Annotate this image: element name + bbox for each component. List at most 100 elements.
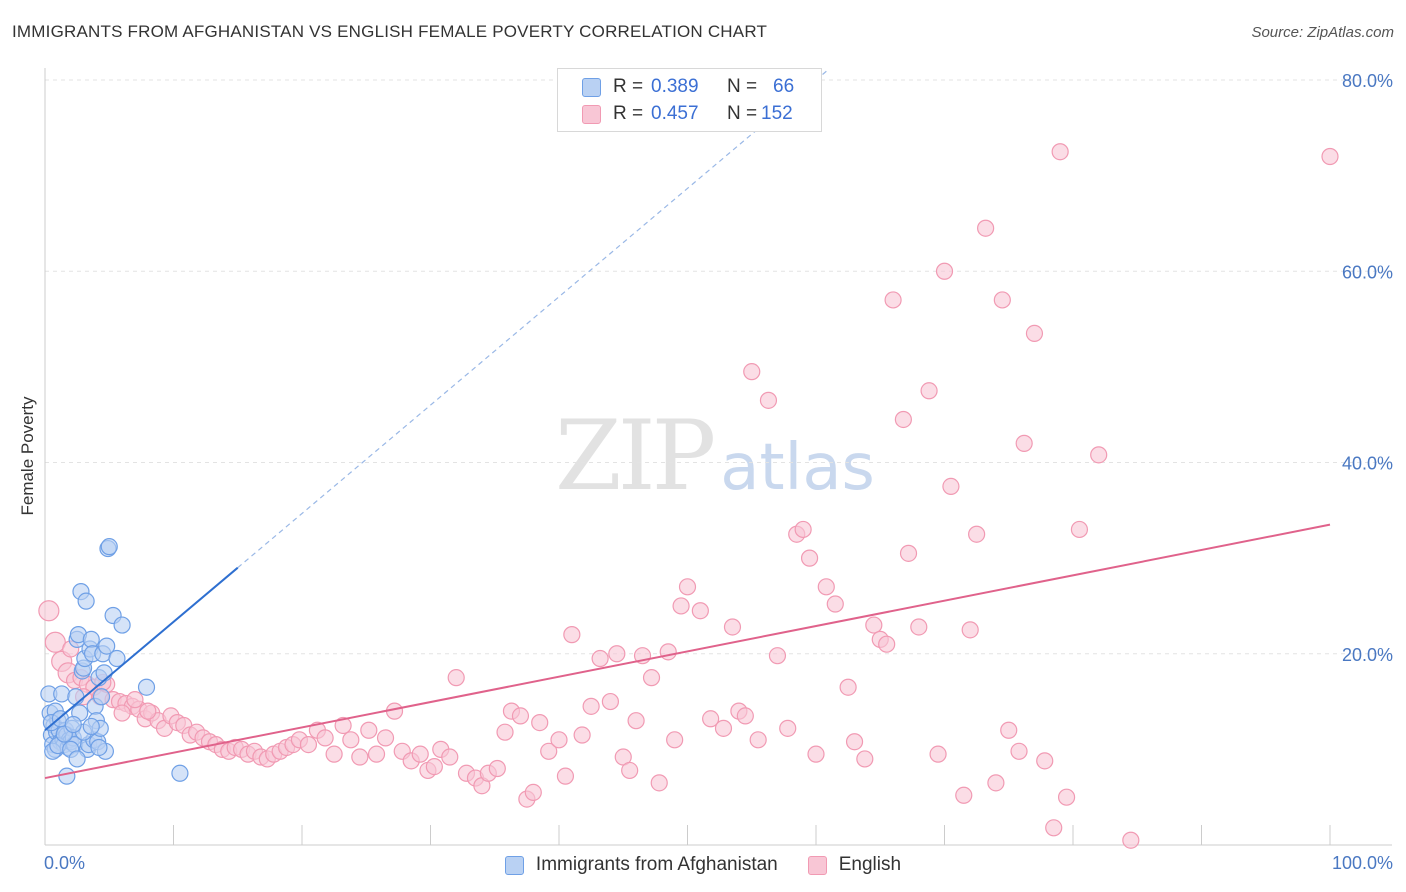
english-point	[942, 477, 960, 496]
afghanistan-point	[68, 750, 86, 768]
english-point	[884, 291, 902, 309]
english-point	[826, 595, 844, 613]
english-point	[496, 723, 514, 741]
afghanistan-point	[58, 767, 76, 785]
y-tick-label: 80.0%	[1342, 71, 1393, 91]
legend-label-afghanistan: Immigrants from Afghanistan	[535, 854, 778, 875]
legend-n-label: N =	[727, 103, 758, 124]
english-point	[779, 719, 797, 737]
english-point	[642, 669, 661, 687]
afghanistan-point	[82, 717, 100, 736]
legend-n-value: 152	[761, 103, 793, 124]
english-point	[743, 363, 761, 381]
legend-n-label: N =	[727, 76, 758, 97]
english-point	[1321, 147, 1339, 166]
english-point	[540, 742, 558, 760]
english-point	[1051, 143, 1069, 161]
english-point	[367, 745, 386, 763]
english-point	[601, 692, 620, 711]
legend-swatch-blue	[582, 77, 601, 97]
english-point	[511, 707, 530, 725]
english-point	[817, 578, 835, 596]
english-point	[650, 774, 668, 792]
english-point	[1036, 752, 1054, 770]
english-point	[38, 600, 60, 622]
english-point	[608, 645, 626, 663]
english-point	[659, 643, 677, 661]
series-legend: Immigrants from Afghanistan English	[0, 852, 1406, 878]
watermark-atlas: atlas	[720, 431, 875, 505]
watermark: ZIP atlas	[555, 400, 875, 512]
english-point	[894, 410, 912, 429]
afghanistan-point	[82, 630, 100, 649]
english-point	[325, 745, 343, 763]
english-point	[723, 618, 742, 636]
afghanistan-point	[64, 715, 82, 734]
afghanistan-point	[100, 538, 118, 556]
chart-title: IMMIGRANTS FROM AFGHANISTAN VS ENGLISH F…	[12, 22, 768, 41]
english-point	[736, 707, 754, 725]
english-point	[441, 748, 459, 766]
afghanistan-point	[108, 649, 126, 668]
english-point	[334, 716, 352, 735]
legend-item-afghanistan[interactable]: Immigrants from Afghanistan	[504, 854, 778, 876]
afghanistan-point	[53, 685, 71, 703]
x-tick-label: 100.0%	[1332, 853, 1393, 873]
english-point	[425, 757, 443, 776]
english-point	[591, 649, 609, 668]
english-point	[447, 669, 465, 687]
english-point	[993, 291, 1011, 309]
english-point	[488, 759, 506, 778]
legend-row-english: R = 0.457 N = 152	[582, 102, 793, 126]
english-point	[691, 602, 709, 620]
english-point	[1010, 742, 1028, 760]
english-point	[678, 578, 697, 596]
english-point	[968, 525, 986, 543]
english-point	[878, 635, 896, 653]
english-point	[531, 713, 549, 732]
afghanistan-point	[98, 637, 116, 655]
english-point	[1057, 788, 1076, 806]
afghanistan-point	[95, 664, 113, 682]
english-point	[573, 726, 591, 744]
legend-swatch-pink	[582, 104, 601, 124]
legend-item-english[interactable]: English	[807, 854, 901, 876]
english-point	[1015, 434, 1033, 452]
chart-source: Source: ZipAtlas.com	[1251, 24, 1394, 41]
english-point	[524, 783, 542, 802]
english-point	[1000, 721, 1018, 739]
legend-r-value: 0.457	[651, 103, 699, 124]
english-point	[987, 774, 1005, 792]
legend-r-value: 0.389	[651, 76, 699, 97]
legend-r-label: R =	[613, 103, 644, 124]
english-point	[113, 704, 131, 722]
english-point	[621, 761, 639, 780]
english-point	[672, 597, 690, 615]
english-point	[411, 745, 429, 763]
english-point	[316, 729, 334, 747]
english-point	[929, 745, 947, 763]
afghanistan-point	[77, 592, 95, 610]
english-point	[44, 631, 66, 653]
english-point	[1090, 446, 1108, 464]
english-point	[582, 697, 600, 715]
x-tick-label: 0.0%	[44, 853, 85, 873]
english-point	[856, 750, 874, 768]
english-point	[342, 731, 360, 749]
english-point	[800, 549, 819, 567]
english-point	[865, 616, 883, 634]
english-point	[794, 520, 812, 539]
afghanistan-trend-extension	[237, 68, 830, 569]
legend-swatch-blue	[504, 855, 524, 875]
afghanistan-point	[137, 678, 156, 696]
english-point	[627, 712, 645, 730]
english-point	[1070, 520, 1089, 539]
english-point	[550, 731, 568, 749]
english-point	[910, 618, 928, 636]
english-point	[563, 626, 581, 644]
afghanistan-point	[90, 738, 108, 757]
afghanistan-point	[67, 688, 85, 706]
y-tick-label: 20.0%	[1342, 645, 1393, 665]
english-point	[899, 544, 918, 562]
